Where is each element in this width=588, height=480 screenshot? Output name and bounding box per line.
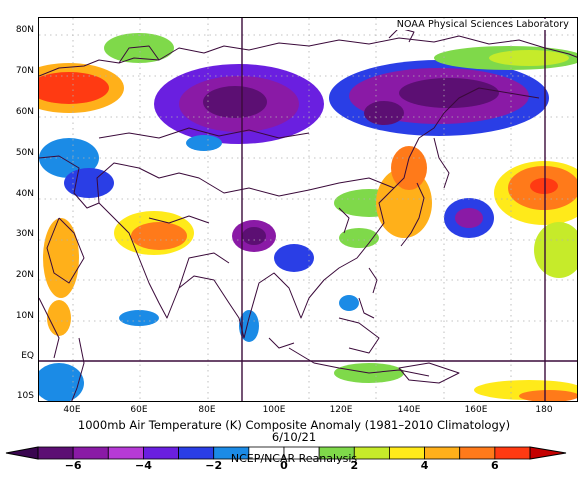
lon-label: 160E	[464, 405, 488, 415]
colorbar	[5, 446, 567, 460]
credit-label: NOAA Physical Sciences Laboratory	[394, 19, 571, 30]
lat-label: 10N	[15, 311, 34, 321]
lat-label: 80N	[15, 25, 34, 35]
colorbar-tick-label: −6	[64, 459, 82, 472]
colorbar-tick-label: −2	[205, 459, 223, 472]
lat-label: 20N	[15, 270, 34, 280]
lat-label: EQ	[21, 351, 34, 361]
colorbar-tick-label: 2	[350, 459, 359, 472]
lon-label: 40E	[63, 405, 81, 415]
map-date: 6/10/21	[271, 430, 317, 444]
lat-label: 50N	[15, 148, 34, 158]
reference-lines	[39, 18, 577, 401]
anomaly-shading	[39, 33, 577, 401]
lat-label: 60N	[15, 107, 34, 117]
anomaly-map	[39, 18, 577, 401]
lat-label: 70N	[15, 66, 34, 76]
lat-label: 10S	[16, 391, 34, 401]
graticule	[39, 18, 577, 401]
lon-label: 180	[535, 405, 553, 415]
colorbar-tick-label: 4	[420, 459, 429, 472]
lon-label: 60E	[130, 405, 148, 415]
lat-label: 40N	[15, 189, 34, 199]
data-source: NCEP/NCAR Reanalysis	[230, 452, 358, 465]
lon-label: 140E	[397, 405, 421, 415]
colorbar-right-arrow	[529, 446, 567, 460]
lat-label: 30N	[15, 229, 34, 239]
colorbar-tick-label: −4	[134, 459, 152, 472]
lon-label: 120E	[329, 405, 353, 415]
coastlines	[39, 27, 577, 401]
colorbar-tick-label: 0	[280, 459, 288, 472]
colorbar-left-arrow	[5, 446, 39, 460]
colorbar-tick-label: 6	[491, 459, 499, 472]
map-title: 1000mb Air Temperature (K) Composite Ano…	[77, 418, 511, 432]
lon-label: 100E	[262, 405, 286, 415]
map-plot-area: NOAA Physical Sciences Laboratory	[38, 17, 578, 402]
lon-label: 80E	[198, 405, 216, 415]
